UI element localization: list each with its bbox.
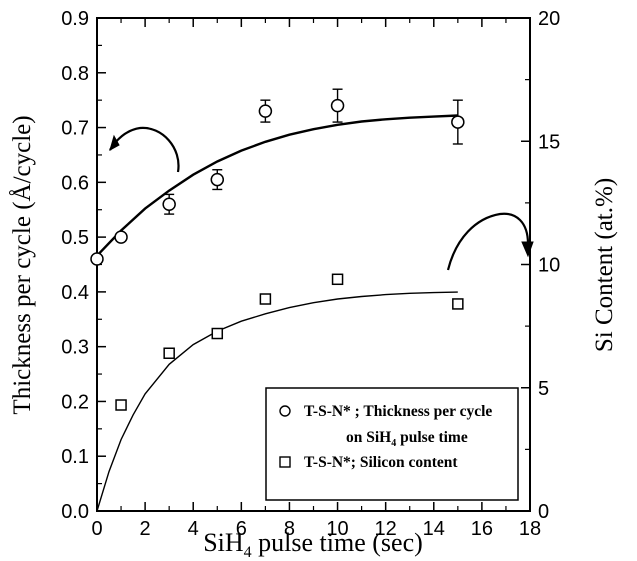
silicon-point [452, 298, 464, 310]
legend-entry-thickness-line1: T-S-N* ; Thickness per cycle [304, 403, 492, 420]
y-right-tick-label: 5 [538, 378, 549, 400]
y-left-tick-label: 0.8 [61, 63, 89, 85]
thickness-point [210, 172, 225, 187]
legend: T-S-N* ; Thickness per cycle on SiH4 pul… [265, 387, 519, 501]
y-left-tick-label: 0.4 [61, 282, 89, 304]
x-tick-label: 18 [519, 518, 541, 540]
axis-arrows [109, 126, 534, 271]
left-axis-arrow [109, 126, 180, 173]
thickness-point [90, 252, 104, 266]
silicon-point [211, 327, 224, 340]
legend-entry-silicon: T-S-N*; Silicon content [304, 454, 458, 471]
x-axis-title: SiH4 pulse time (sec) [203, 528, 423, 561]
silicon-point [259, 293, 272, 305]
ticks-layer: 0 2 4 6 8 10 12 14 16 18 0.0 0.1 0.2 0.3 0.4 0.5 0.6 0.7 0… [61, 8, 560, 540]
fit-curve-silicon [96, 291, 458, 512]
y-left-tick-label: 0.9 [61, 8, 89, 30]
y-left-tick-label: 0.5 [61, 227, 89, 249]
y-left-tick-label: 0.2 [61, 391, 89, 413]
y-right-tick-label: 15 [538, 131, 560, 153]
legend-entry-thickness-line2-sub: 4 [391, 438, 396, 449]
y-left-tick-label: 0.6 [61, 172, 89, 194]
silicon-point [331, 273, 344, 286]
right-axis-arrow [446, 212, 530, 271]
thickness-point [330, 98, 345, 113]
y-left-tick-label: 0.3 [61, 337, 89, 359]
y-right-tick-label: 0 [538, 501, 549, 523]
y-left-axis-title: Thickness per cycle (Å/cycle) [9, 115, 36, 414]
y-left-tick-label: 0.7 [61, 118, 89, 140]
thickness-point [114, 230, 128, 244]
x-tick-label: 14 [423, 518, 445, 540]
legend-box [265, 387, 519, 501]
legend-marker-circle [279, 405, 291, 417]
legend-entry-thickness-line2: on SiH4 pulse time [346, 429, 468, 449]
legend-marker-square [279, 456, 291, 468]
silicon-point [163, 347, 175, 359]
x-tick-label: 10 [326, 518, 348, 540]
y-right-tick-label: 10 [538, 255, 560, 277]
x-tick-label: 12 [375, 518, 397, 540]
legend-entry-thickness-line2-main: on SiH [346, 429, 391, 446]
x-axis-title-sub: 4 [244, 544, 252, 561]
x-tick-label: 6 [236, 518, 247, 540]
y-right-axis-title: Si Content (at.%) [591, 178, 618, 352]
fit-curve-thickness [96, 114, 458, 257]
fit-curves [96, 114, 458, 512]
x-tick-label: 0 [91, 518, 102, 540]
legend-entry-thickness-line2-rest: pulse time [396, 429, 468, 446]
x-axis-title-main: SiH [203, 528, 244, 557]
x-tick-label: 2 [140, 518, 151, 540]
thickness-point [162, 197, 176, 211]
silicon-point [115, 399, 127, 411]
left-axis-arrow-head [109, 134, 120, 152]
right-axis-arrow-head [521, 241, 534, 258]
data-points [90, 88, 465, 411]
x-tick-label: 8 [284, 518, 295, 540]
y-left-tick-label: 0.1 [61, 446, 89, 468]
thickness-point [258, 104, 273, 118]
thickness-point [451, 115, 465, 129]
x-tick-label: 16 [471, 518, 493, 540]
x-axis-title-rest: pulse time (sec) [252, 528, 423, 557]
y-right-tick-label: 20 [538, 8, 560, 30]
y-left-tick-label: 0.0 [61, 501, 89, 523]
x-tick-label: 4 [188, 518, 199, 540]
